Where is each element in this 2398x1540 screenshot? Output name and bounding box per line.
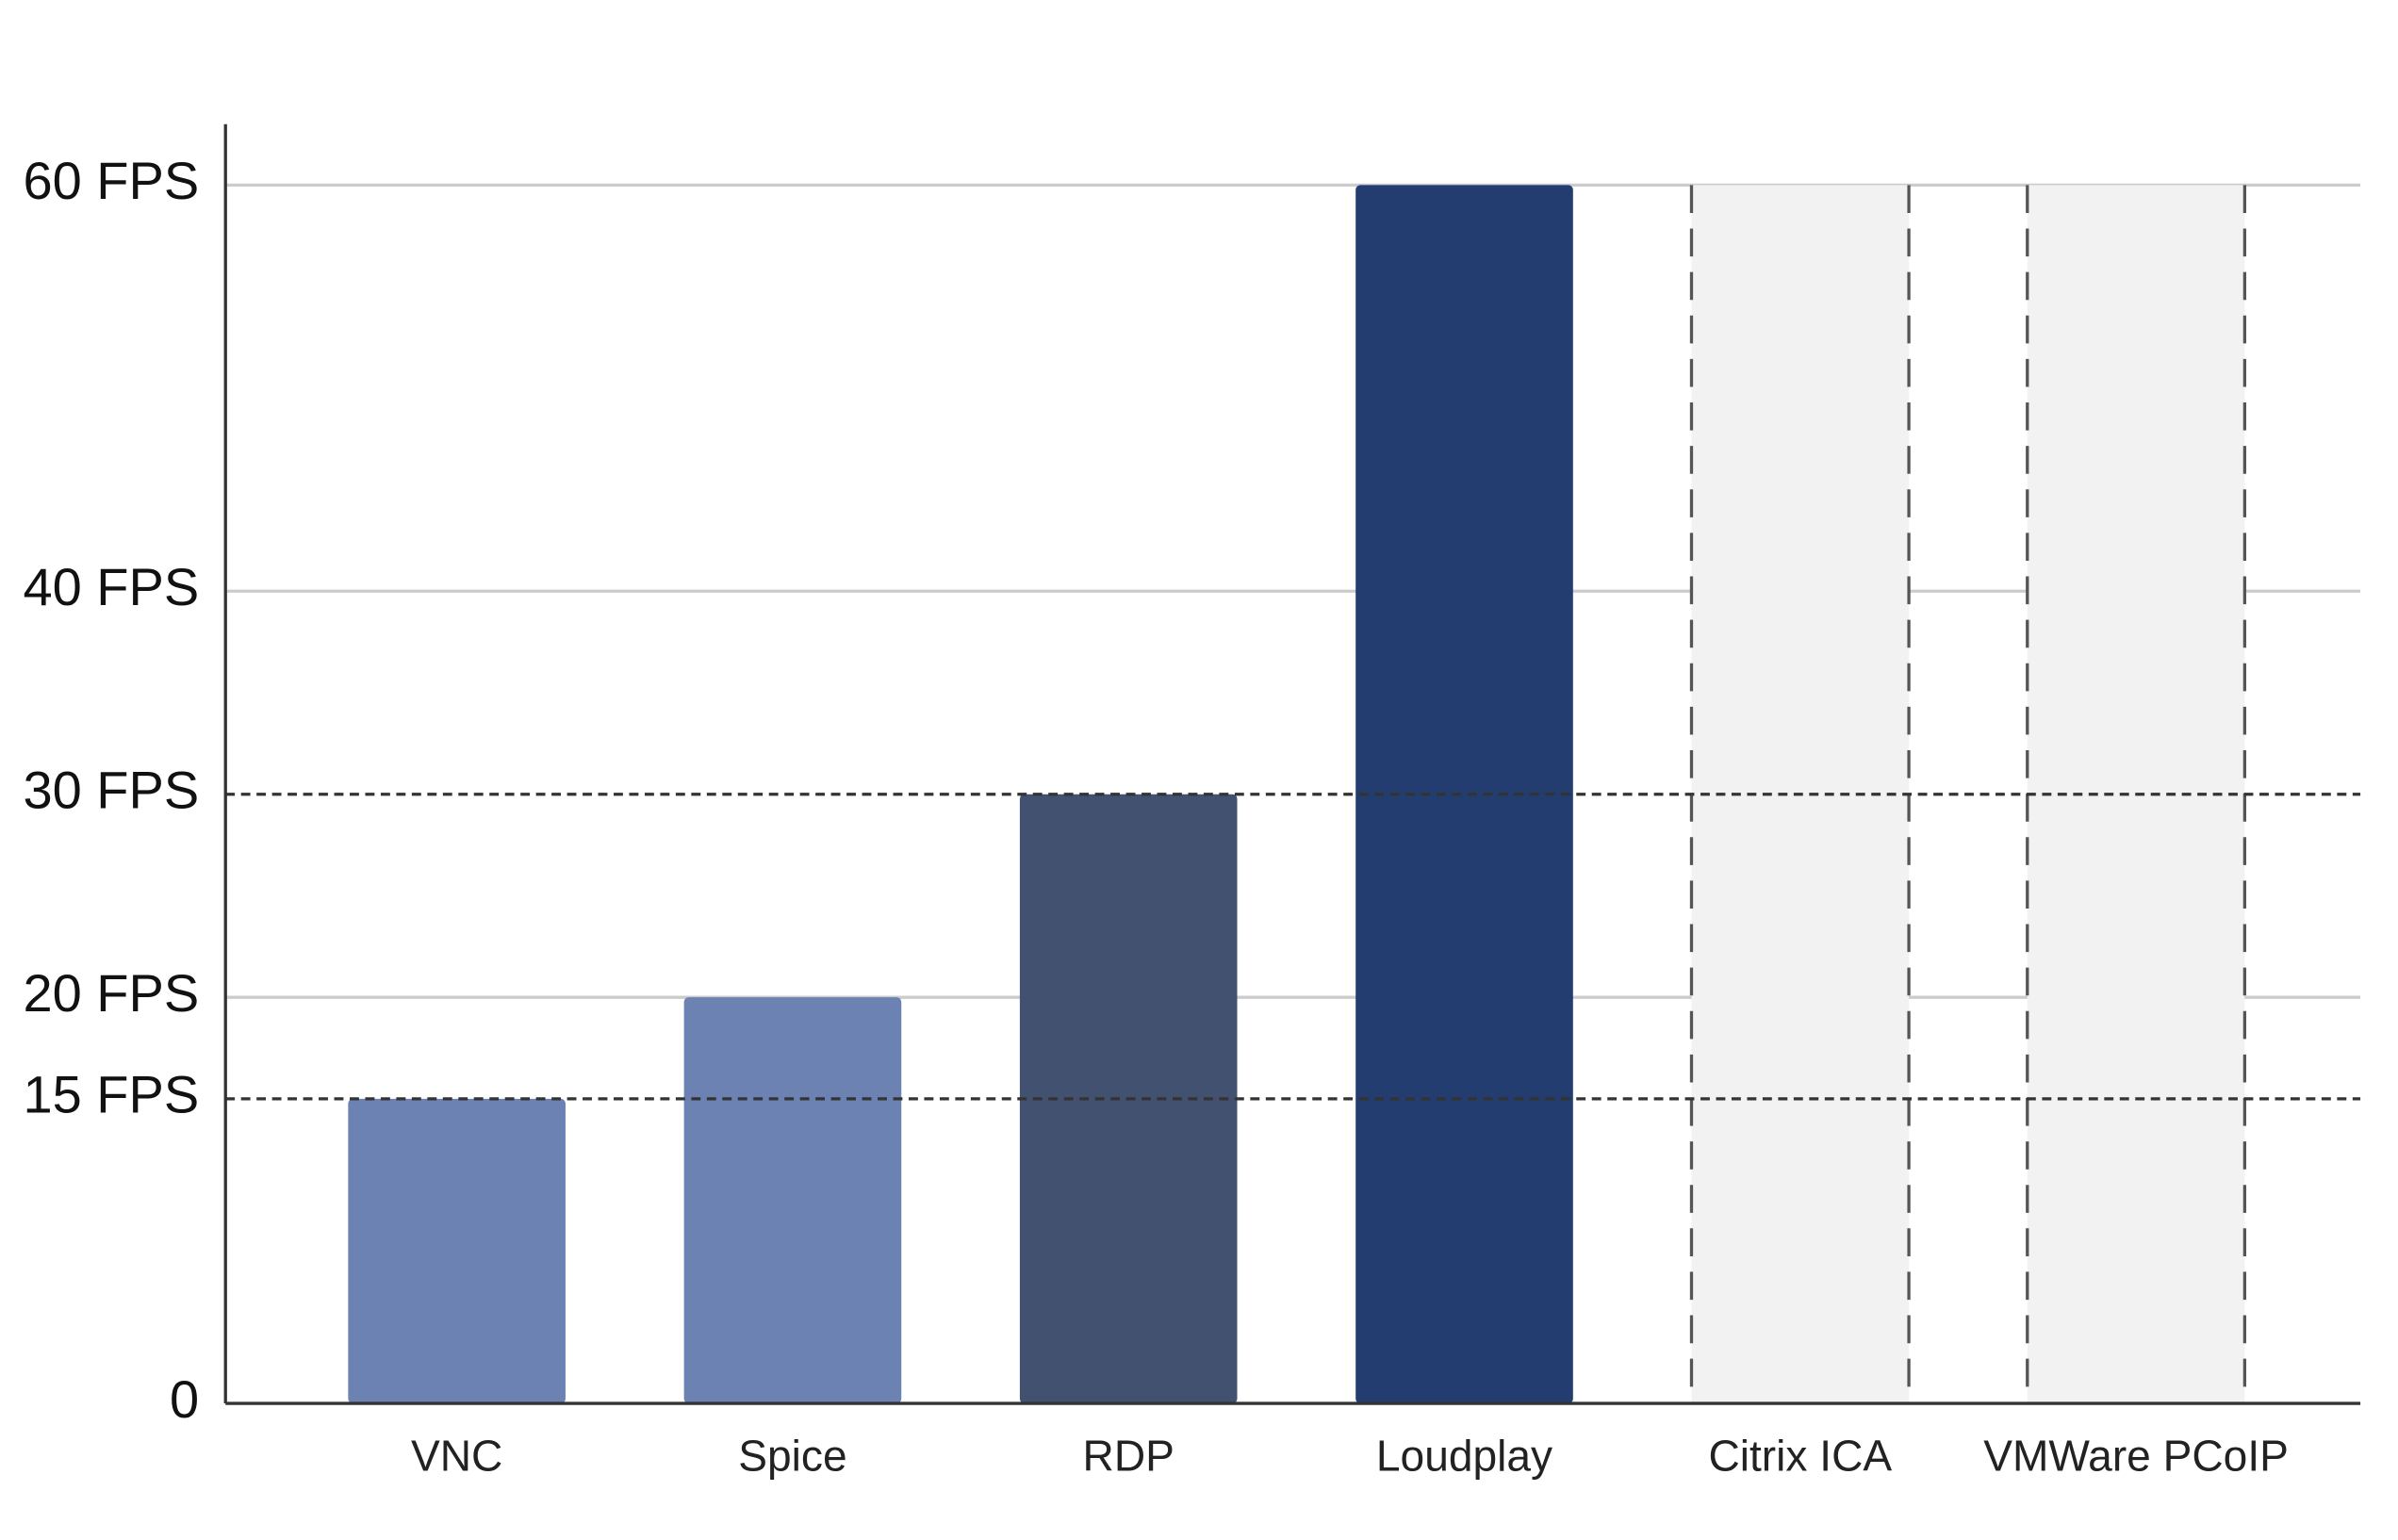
x-tick-label: Loudplay [1376, 1432, 1552, 1481]
y-tick-label: 40 FPS [23, 557, 199, 616]
y-tick-label: 20 FPS [23, 963, 199, 1023]
bar [1355, 185, 1573, 1404]
x-tick-label: VMWare PCoIP [1983, 1432, 2289, 1481]
y-tick-label: 15 FPS [23, 1065, 199, 1124]
y-tick-label: 0 [170, 1369, 199, 1429]
x-tick-label: VNC [411, 1432, 502, 1481]
y-tick-label: 60 FPS [23, 151, 199, 210]
bar [683, 997, 902, 1404]
y-tick-label: 30 FPS [23, 761, 199, 820]
bar [348, 1098, 566, 1404]
x-tick-label: Spice [738, 1432, 846, 1481]
x-tick-label: Citrix ICA [1708, 1432, 1892, 1481]
x-tick-label: RDP [1083, 1432, 1174, 1481]
